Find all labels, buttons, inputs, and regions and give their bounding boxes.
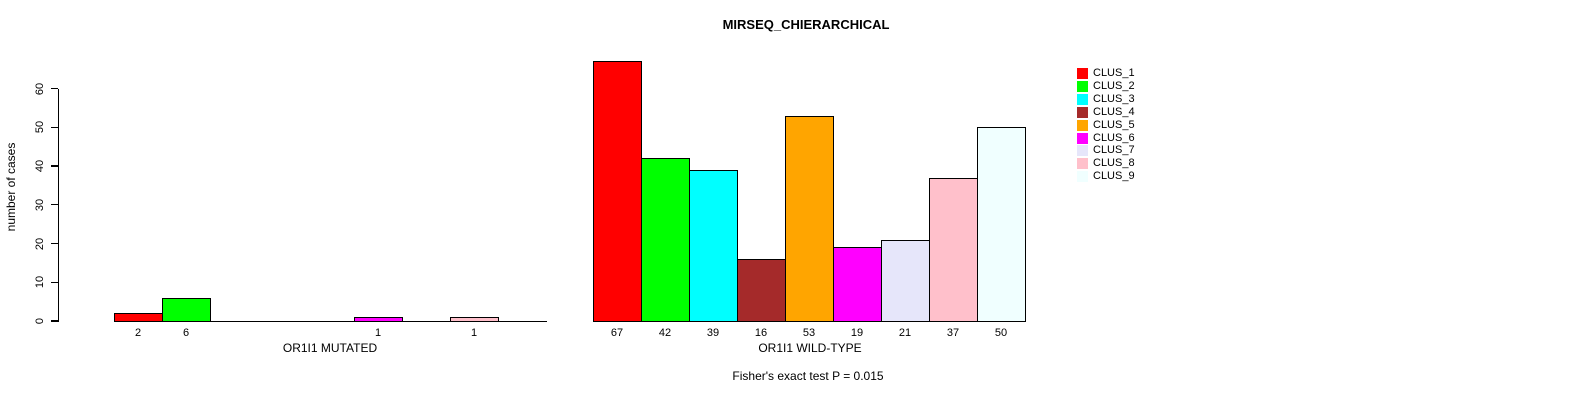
bar-CLUS_9-wildtype <box>977 127 1026 322</box>
legend-label: CLUS_3 <box>1093 92 1135 105</box>
bar-CLUS_9-mutated <box>498 321 547 322</box>
y-tick-label: 30 <box>34 198 46 211</box>
y-tick <box>51 204 58 206</box>
legend-swatch-CLUS_9 <box>1077 171 1088 183</box>
legend-label: CLUS_6 <box>1093 131 1135 144</box>
y-tick <box>51 242 58 245</box>
legend-label: CLUS_8 <box>1093 157 1135 170</box>
bar-CLUS_6-mutated <box>354 317 403 322</box>
bar-CLUS_1-mutated <box>114 313 163 322</box>
bar-value-label: 42 <box>658 327 672 339</box>
x-axis-title-mutated: OR1I1 MUTATED <box>282 341 378 355</box>
fisher-test-caption: Fisher's exact test P = 0.015 <box>732 369 884 383</box>
chart-title: MIRSEQ_CHIERARCHICAL <box>722 17 890 32</box>
y-tick-label: 0 <box>34 317 46 325</box>
legend-label: CLUS_9 <box>1093 170 1135 183</box>
y-tick <box>51 165 58 167</box>
x-axis-title-wildtype: OR1I1 WILD-TYPE <box>758 341 862 355</box>
bar-value-label: 16 <box>754 327 768 339</box>
bar-CLUS_1-wildtype <box>593 61 642 322</box>
bar-CLUS_3-mutated <box>210 321 259 322</box>
y-tick-label: 10 <box>34 276 46 289</box>
bar-CLUS_2-wildtype <box>641 158 690 322</box>
y-tick <box>51 126 58 128</box>
legend-swatch-CLUS_5 <box>1077 119 1088 131</box>
bar-value-label: 67 <box>610 327 624 339</box>
bar-CLUS_5-mutated <box>306 321 355 322</box>
y-tick <box>51 281 58 283</box>
y-tick-label: 50 <box>34 121 46 134</box>
bar-value-label: 2 <box>134 327 142 339</box>
legend-label: CLUS_2 <box>1093 79 1135 92</box>
bar-value-label: 1 <box>470 327 478 339</box>
y-tick <box>51 320 58 322</box>
bar-value-label: 39 <box>706 327 720 339</box>
bar-CLUS_6-wildtype <box>833 247 882 322</box>
bar-CLUS_4-mutated <box>258 321 307 322</box>
bar-value-label: 53 <box>802 327 816 339</box>
y-tick <box>51 87 58 90</box>
bar-value-label: 37 <box>946 327 960 339</box>
bar-CLUS_4-wildtype <box>737 259 786 322</box>
y-tick-label: 20 <box>34 237 46 250</box>
bar-CLUS_8-mutated <box>450 317 499 322</box>
legend-label: CLUS_7 <box>1093 144 1135 157</box>
y-tick-label: 60 <box>34 82 46 95</box>
legend-swatch-CLUS_8 <box>1077 158 1088 170</box>
legend-swatch-CLUS_4 <box>1077 106 1088 118</box>
y-axis-title: number of cases <box>4 142 18 232</box>
bar-CLUS_2-mutated <box>162 298 211 322</box>
legend-label: CLUS_5 <box>1093 118 1135 131</box>
bar-value-label: 21 <box>898 327 912 339</box>
legend-label: CLUS_4 <box>1093 105 1135 118</box>
legend-swatch-CLUS_3 <box>1077 93 1088 105</box>
y-tick-label: 40 <box>34 159 46 173</box>
bar-CLUS_8-wildtype <box>929 178 978 322</box>
y-axis-line <box>57 88 59 322</box>
bar-value-label: 6 <box>182 327 190 339</box>
legend-label: CLUS_1 <box>1093 67 1135 79</box>
bar-CLUS_5-wildtype <box>785 116 834 322</box>
bar-value-label: 50 <box>994 327 1008 339</box>
legend-swatch-CLUS_2 <box>1077 80 1088 92</box>
bar-value-label: 19 <box>850 327 864 339</box>
legend-swatch-CLUS_6 <box>1077 132 1088 144</box>
legend-swatch-CLUS_1 <box>1077 68 1088 79</box>
legend-swatch-CLUS_7 <box>1077 145 1088 157</box>
bar-CLUS_3-wildtype <box>689 170 738 322</box>
bar-CLUS_7-wildtype <box>881 240 930 322</box>
bar-CLUS_7-mutated <box>402 321 451 322</box>
bar-value-label: 1 <box>374 327 382 339</box>
